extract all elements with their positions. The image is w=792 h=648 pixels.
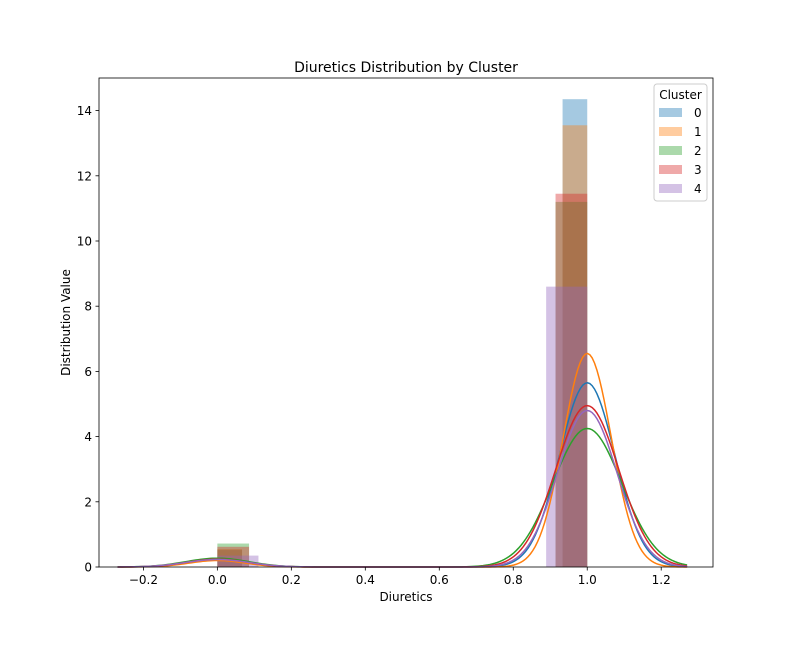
legend-label-cluster-4: 4 (694, 182, 702, 196)
x-tick-label: 0.2 (282, 573, 301, 587)
legend-swatch-cluster-2 (659, 146, 682, 155)
x-tick-label: 0.0 (208, 573, 227, 587)
y-tick-label: 8 (84, 300, 92, 314)
legend: Cluster 0 1 2 3 4 (653, 83, 708, 202)
y-tick-label: 4 (84, 430, 92, 444)
legend-title: Cluster (659, 88, 702, 102)
x-tick-label: 0.4 (356, 573, 375, 587)
plot-area (117, 99, 688, 568)
y-tick-label: 2 (84, 495, 92, 509)
y-tick-label: 0 (84, 561, 92, 575)
x-tick-label: 1.2 (652, 573, 671, 587)
x-axis-label: Diuretics (379, 590, 432, 604)
histogram-bar-cluster-1-1 (562, 125, 588, 568)
histogram-bar-cluster-3-1 (555, 193, 588, 568)
legend-label-cluster-2: 2 (694, 144, 702, 158)
y-tick-label: 10 (77, 235, 92, 249)
x-tick-label: 1.0 (578, 573, 597, 587)
y-axis-label: Distribution Value (59, 269, 73, 376)
legend-swatch-cluster-1 (659, 127, 682, 136)
y-tick-label: 12 (77, 169, 92, 183)
y-tick-label: 14 (77, 104, 92, 118)
y-tick-label: 6 (84, 365, 92, 379)
x-tick-label: −0.2 (129, 573, 158, 587)
x-tick-label: 0.6 (430, 573, 449, 587)
legend-swatch-cluster-4 (659, 184, 682, 193)
chart-title: Diuretics Distribution by Cluster (294, 60, 518, 76)
x-tick-label: 0.8 (504, 573, 523, 587)
legend-swatch-cluster-0 (659, 108, 682, 117)
legend-label-cluster-3: 3 (694, 163, 702, 177)
legend-swatch-cluster-3 (659, 165, 682, 174)
legend-label-cluster-1: 1 (694, 125, 702, 139)
histogram-bar-cluster-2-1 (555, 201, 588, 567)
legend-label-cluster-0: 0 (694, 106, 702, 120)
axes-frame (98, 77, 714, 568)
histogram-bar-cluster-0-1 (562, 99, 588, 567)
legend-box (653, 83, 708, 202)
